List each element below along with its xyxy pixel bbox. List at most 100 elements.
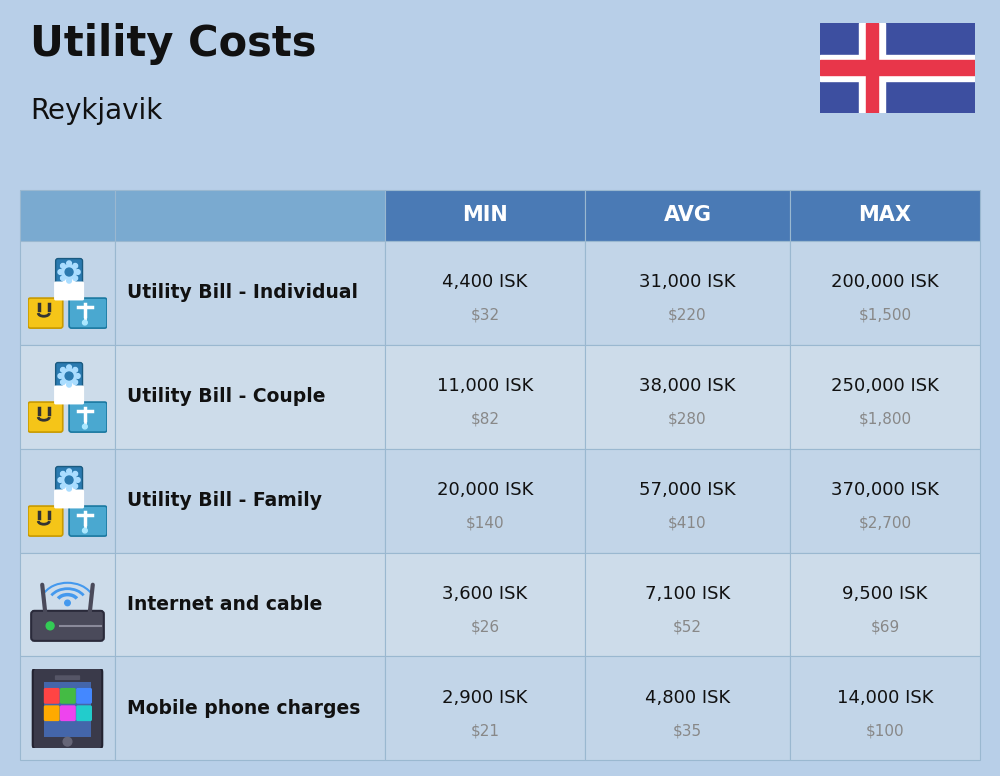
Circle shape [58,373,63,379]
Bar [385,449,585,553]
Bar [790,656,980,760]
Circle shape [65,372,73,380]
Bar [20,345,115,449]
Text: 2,900 ISK: 2,900 ISK [442,689,528,707]
Bar [20,449,115,553]
Text: Utility Bill - Couple: Utility Bill - Couple [127,387,326,406]
Circle shape [63,381,75,393]
Text: $35: $35 [673,724,702,739]
Circle shape [73,368,78,372]
Text: 250,000 ISK: 250,000 ISK [831,377,939,395]
Circle shape [73,483,78,488]
FancyBboxPatch shape [33,667,102,750]
Circle shape [63,277,75,289]
Circle shape [65,268,73,276]
FancyBboxPatch shape [69,402,107,432]
Text: $100: $100 [866,724,904,739]
Circle shape [73,472,78,476]
Bar [20,553,115,656]
FancyBboxPatch shape [69,298,107,328]
FancyBboxPatch shape [28,402,63,432]
Circle shape [67,487,71,491]
Text: $220: $220 [668,308,707,323]
Bar [585,241,790,345]
Text: 20,000 ISK: 20,000 ISK [437,481,533,499]
Text: $1,500: $1,500 [858,308,912,323]
Circle shape [73,379,78,384]
Circle shape [67,261,71,265]
Bar [115,656,385,760]
Circle shape [61,264,65,268]
Text: $1,800: $1,800 [858,412,912,427]
Bar [20,190,115,241]
Text: 4,800 ISK: 4,800 ISK [645,689,730,707]
Text: 9,500 ISK: 9,500 ISK [842,585,928,603]
Circle shape [65,600,70,606]
Circle shape [63,737,72,746]
Circle shape [67,279,71,283]
Bar [20,241,115,345]
Text: Utility Bill - Family: Utility Bill - Family [127,491,322,510]
Text: 3,600 ISK: 3,600 ISK [442,585,528,603]
Bar [115,345,385,449]
FancyBboxPatch shape [56,466,83,494]
Text: 31,000 ISK: 31,000 ISK [639,273,736,291]
FancyBboxPatch shape [44,705,60,721]
Bar [790,345,980,449]
FancyBboxPatch shape [44,688,60,704]
Bar [790,190,980,241]
Bar [585,190,790,241]
Bar [820,54,975,81]
Circle shape [83,320,87,325]
FancyBboxPatch shape [56,258,83,286]
FancyBboxPatch shape [54,386,84,404]
Text: 38,000 ISK: 38,000 ISK [639,377,736,395]
FancyBboxPatch shape [56,362,83,390]
Circle shape [58,269,63,275]
Text: 57,000 ISK: 57,000 ISK [639,481,736,499]
Circle shape [75,269,80,275]
Bar [115,553,385,656]
Circle shape [67,383,71,387]
FancyBboxPatch shape [69,506,107,536]
FancyBboxPatch shape [76,705,92,721]
Circle shape [61,483,65,488]
Circle shape [83,528,87,533]
Text: $82: $82 [471,412,500,427]
Bar [385,553,585,656]
Text: $140: $140 [466,516,504,531]
Circle shape [75,373,80,379]
Text: Mobile phone charges: Mobile phone charges [127,699,360,718]
Circle shape [61,275,65,280]
FancyBboxPatch shape [54,490,84,508]
FancyBboxPatch shape [76,688,92,704]
Bar [385,241,585,345]
Circle shape [61,379,65,384]
Bar [20,656,115,760]
Circle shape [67,469,71,473]
Bar [585,345,790,449]
Text: $410: $410 [668,516,707,531]
Circle shape [83,424,87,429]
Text: 14,000 ISK: 14,000 ISK [837,689,933,707]
Bar [820,61,975,75]
Bar [115,241,385,345]
Circle shape [75,477,80,483]
Circle shape [62,265,76,279]
Text: Utility Bill - Individual: Utility Bill - Individual [127,283,358,302]
FancyBboxPatch shape [31,611,104,641]
Bar [585,449,790,553]
Bar [866,23,878,113]
Text: MIN: MIN [462,206,508,225]
Circle shape [61,472,65,476]
Circle shape [61,368,65,372]
Text: MAX: MAX [858,206,912,225]
Text: Internet and cable: Internet and cable [127,595,322,614]
Bar [44,681,91,737]
Circle shape [62,473,76,487]
Text: 7,100 ISK: 7,100 ISK [645,585,730,603]
Text: Utility Costs: Utility Costs [30,23,316,65]
Text: 200,000 ISK: 200,000 ISK [831,273,939,291]
Circle shape [73,264,78,268]
Text: $32: $32 [470,308,500,323]
